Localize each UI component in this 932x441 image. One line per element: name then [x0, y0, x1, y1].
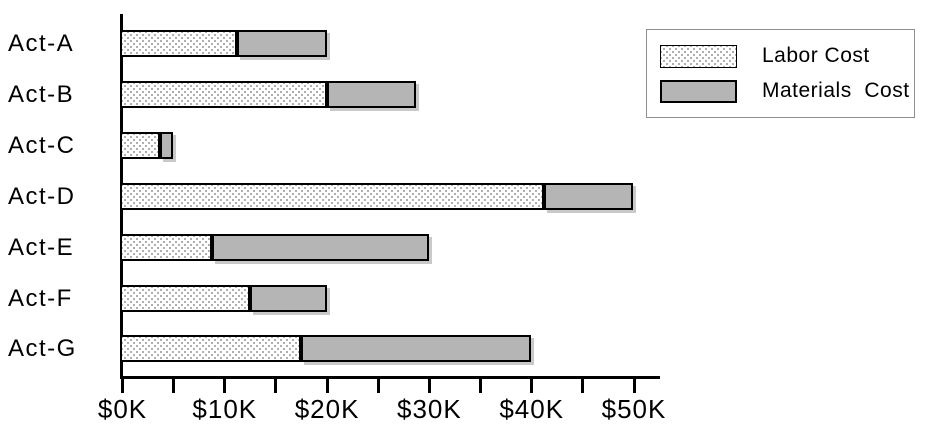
x-axis-tick — [479, 379, 483, 393]
x-tick-label: $0K — [97, 394, 148, 424]
category-label: Act-B — [8, 80, 75, 108]
materials-segment — [326, 81, 417, 108]
labor-segment — [120, 132, 161, 159]
materials-segment — [249, 285, 327, 312]
materials-swatch — [660, 79, 737, 103]
materials-segment — [543, 183, 634, 210]
x-tick-label: $20K — [294, 394, 360, 424]
category-label: Act-A — [8, 29, 75, 57]
materials-segment — [237, 30, 327, 57]
x-tick-label: $40K — [499, 394, 565, 424]
labor-swatch — [660, 44, 737, 68]
legend: Labor Cost Materials Cost — [646, 29, 915, 118]
x-axis-tick — [274, 379, 278, 393]
x-axis-tick — [223, 379, 227, 393]
legend-label-labor: Labor Cost — [762, 44, 870, 67]
x-axis-line — [120, 376, 660, 379]
x-axis-tick — [530, 379, 534, 393]
labor-segment — [120, 81, 327, 108]
category-label: Act-E — [8, 233, 75, 261]
x-axis-tick — [632, 379, 636, 393]
legend-item-materials: Materials Cost — [660, 79, 914, 103]
x-axis-tick — [581, 379, 585, 393]
labor-segment — [120, 335, 302, 362]
labor-segment — [120, 30, 238, 57]
x-axis-tick — [172, 379, 176, 393]
category-label: Act-D — [8, 182, 76, 210]
materials-segment — [211, 234, 429, 261]
labor-segment — [120, 234, 212, 261]
x-axis-tick — [427, 379, 431, 393]
labor-segment — [120, 285, 250, 312]
legend-label-materials: Materials Cost — [762, 79, 910, 102]
labor-segment — [120, 183, 544, 210]
x-tick-label: $30K — [397, 394, 462, 424]
x-axis-tick — [121, 379, 124, 393]
x-axis-tick — [325, 379, 329, 393]
category-label: Act-F — [8, 284, 73, 312]
materials-segment — [160, 132, 174, 159]
category-label: Act-C — [8, 131, 76, 159]
legend-item-labor: Labor Cost — [660, 44, 914, 68]
x-axis-tick — [376, 379, 380, 393]
category-label: Act-G — [8, 334, 77, 362]
x-tick-label: $10K — [192, 394, 258, 424]
x-tick-label: $50K — [601, 394, 667, 424]
materials-segment — [301, 335, 532, 362]
